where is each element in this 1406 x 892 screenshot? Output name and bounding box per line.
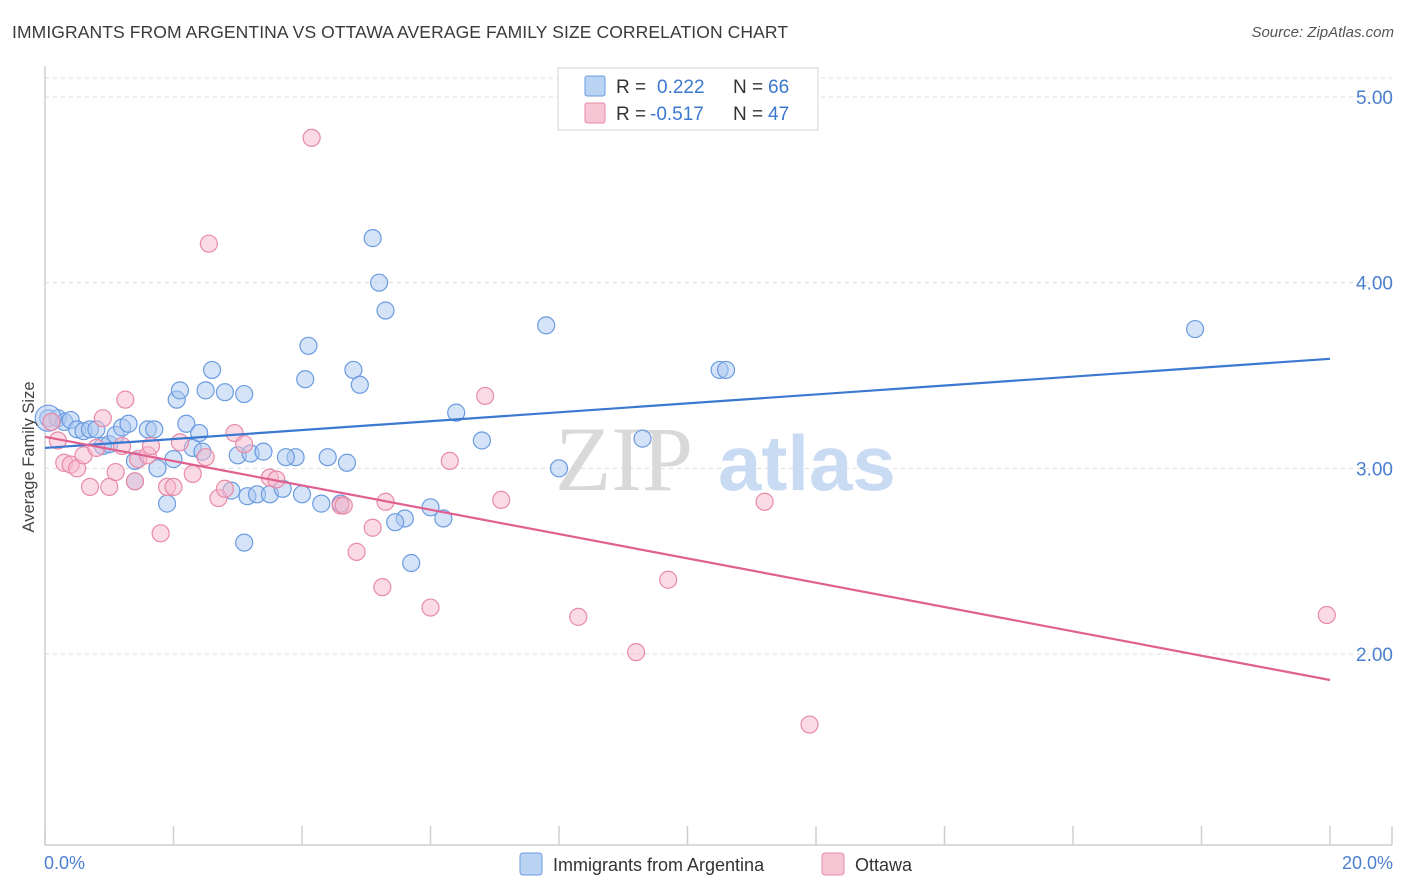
point-argentina (170, 381, 190, 400)
point-argentina (376, 301, 395, 320)
chart-title: IMMIGRANTS FROM ARGENTINA VS OTTAWA AVER… (12, 22, 789, 42)
point-argentina (119, 414, 138, 433)
point-ottawa (755, 492, 774, 511)
point-argentina (202, 360, 222, 380)
point-ottawa (235, 435, 254, 454)
point-argentina (196, 381, 215, 400)
legend-n-label: N = (733, 104, 763, 125)
bottom-legend-label-argentina: Immigrants from Argentina (553, 855, 765, 875)
point-argentina (177, 414, 196, 433)
legend-n-label: N = (733, 77, 763, 98)
point-ottawa (421, 598, 440, 617)
legend-swatch-argentina (584, 75, 606, 97)
legend-n-argentina: 66 (768, 77, 789, 98)
point-ottawa (196, 448, 215, 467)
point-argentina (312, 494, 331, 513)
legend-n-ottawa: 47 (768, 104, 789, 125)
legend-swatch-ottawa (584, 102, 606, 124)
watermark-atlas: atlas (718, 419, 896, 507)
point-ottawa (116, 390, 135, 409)
point-ottawa (569, 607, 588, 626)
point-ottawa (183, 464, 202, 484)
point-argentina (337, 453, 357, 472)
point-ottawa (440, 451, 459, 471)
point-ottawa (373, 578, 392, 597)
y-axis-label: Average Family Size (20, 381, 38, 532)
point-argentina (633, 429, 652, 448)
y-tick-label: 4.00 (1356, 274, 1393, 295)
point-ottawa (492, 490, 511, 509)
point-ottawa (800, 715, 819, 734)
point-ottawa (106, 462, 125, 482)
point-ottawa (334, 496, 353, 515)
point-argentina (292, 485, 312, 504)
chart-source: Source: ZipAtlas.com (1251, 24, 1394, 41)
trend-lines (44, 357, 1331, 682)
trend-line-argentina (44, 357, 1331, 450)
legend-box: R = 0.222 N = 66 R = -0.517 N = 47 (557, 67, 819, 131)
point-argentina (215, 383, 234, 402)
point-ottawa (302, 128, 321, 147)
point-argentina (296, 370, 315, 389)
bottom-legend-swatch-argentina (519, 852, 543, 876)
point-ottawa (93, 409, 112, 428)
axes (44, 66, 1393, 846)
point-ottawa (170, 433, 190, 452)
point-ottawa (80, 477, 100, 496)
point-ottawa (164, 477, 183, 496)
point-argentina (549, 459, 569, 478)
point-argentina (276, 448, 296, 467)
x-tick-label: 20.0% (1342, 853, 1393, 873)
trend-line-ottawa (44, 435, 1331, 682)
point-argentina (472, 431, 491, 450)
point-argentina (235, 533, 254, 552)
point-ottawa (347, 542, 366, 561)
point-argentina (254, 442, 273, 461)
point-ottawa (199, 234, 218, 253)
point-argentina (157, 494, 177, 513)
x-tick-labels: 0.0% 20.0% (44, 853, 1393, 873)
point-ottawa (42, 412, 61, 432)
point-argentina (190, 423, 209, 443)
y-tick-label: 2.00 (1356, 645, 1393, 666)
point-ottawa (151, 524, 170, 543)
legend-r-ottawa: -0.517 (650, 104, 704, 125)
series-argentina-points (34, 229, 1205, 573)
watermark-zip: ZIP (555, 408, 693, 510)
point-argentina (370, 273, 389, 292)
point-ottawa (215, 479, 234, 498)
point-argentina (363, 229, 382, 248)
legend-r-label: R = (616, 77, 646, 98)
y-tick-label: 5.00 (1356, 88, 1393, 109)
point-ottawa (1317, 605, 1336, 625)
bottom-legend-label-ottawa: Ottawa (855, 855, 913, 875)
point-argentina (148, 459, 167, 478)
point-argentina (299, 336, 318, 355)
point-ottawa (626, 643, 646, 662)
legend-r-argentina: 0.222 (657, 77, 705, 98)
point-argentina (402, 553, 421, 573)
point-argentina (235, 384, 254, 404)
y-tick-labels: 2.00 3.00 4.00 5.00 (1356, 88, 1393, 666)
point-ottawa (659, 570, 678, 589)
point-argentina (434, 509, 453, 528)
point-ottawa (363, 518, 382, 537)
point-argentina (386, 513, 405, 532)
point-argentina (145, 420, 164, 439)
point-argentina (716, 360, 736, 380)
legend-r-label: R = (616, 104, 646, 125)
y-tick-label: 3.00 (1356, 459, 1393, 480)
point-argentina (1185, 319, 1205, 339)
point-ottawa (125, 472, 145, 491)
point-argentina (537, 316, 556, 335)
bottom-legend-swatch-ottawa (821, 852, 845, 876)
point-ottawa (476, 386, 495, 406)
watermark: ZIP atlas (555, 408, 896, 510)
x-tick-label: 0.0% (44, 853, 85, 873)
point-argentina (350, 375, 369, 394)
point-argentina (447, 403, 466, 422)
bottom-legend: Immigrants from Argentina Ottawa (519, 852, 913, 876)
point-argentina (318, 448, 337, 467)
